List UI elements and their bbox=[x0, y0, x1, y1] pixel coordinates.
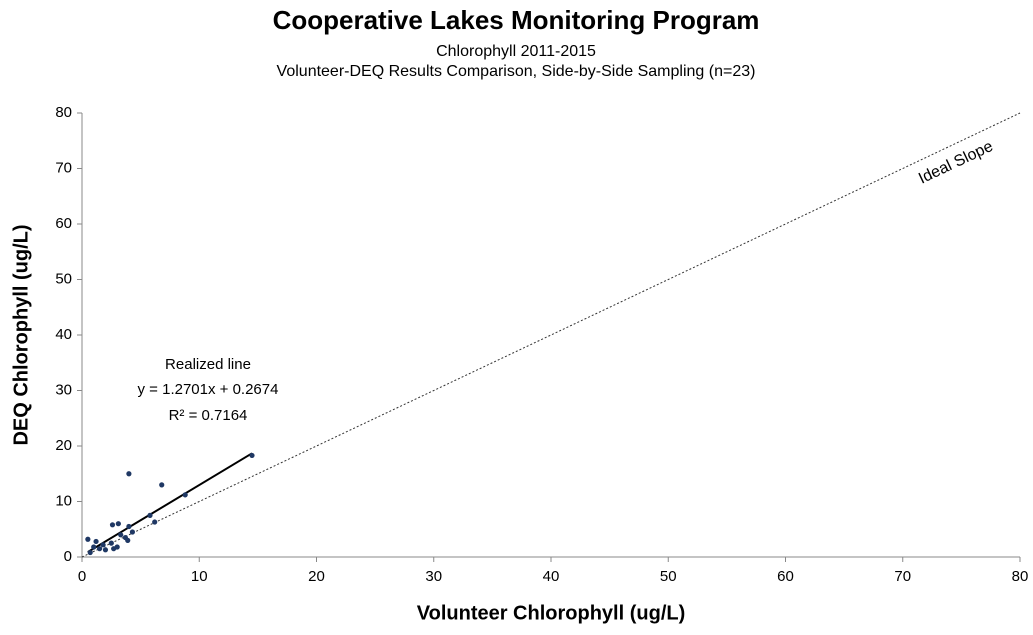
point bbox=[129, 529, 136, 535]
chart-subtitle: Chlorophyll 2011-2015 bbox=[436, 43, 596, 60]
chart-subtitle: Volunteer-DEQ Results Comparison, Side-b… bbox=[277, 63, 756, 80]
point bbox=[109, 522, 116, 528]
x-tick-label: 80 bbox=[1012, 568, 1029, 585]
point bbox=[108, 540, 114, 546]
x-tick-label: 30 bbox=[425, 568, 442, 585]
point bbox=[125, 537, 131, 543]
x-tick-label: 60 bbox=[777, 568, 794, 585]
trendline-r2: R² = 0.7164 bbox=[169, 407, 248, 424]
point bbox=[152, 519, 158, 525]
y-tick-label: 30 bbox=[55, 381, 72, 398]
y-tick-label: 80 bbox=[55, 104, 72, 121]
point bbox=[96, 546, 103, 552]
point bbox=[91, 544, 97, 550]
y-tick-label: 60 bbox=[55, 215, 72, 232]
y-tick-label: 70 bbox=[55, 159, 72, 176]
y-tick-label: 50 bbox=[55, 270, 72, 287]
point bbox=[102, 547, 109, 553]
point bbox=[85, 536, 91, 542]
point bbox=[87, 549, 93, 556]
point bbox=[147, 512, 153, 518]
x-axis-label: Volunteer Chlorophyll (ug/L) bbox=[417, 602, 686, 624]
point bbox=[93, 538, 99, 545]
chart-title: Cooperative Lakes Monitoring Program bbox=[273, 5, 760, 35]
x-tick-label: 20 bbox=[308, 568, 325, 585]
point bbox=[115, 521, 121, 527]
y-tick-label: 10 bbox=[55, 492, 72, 509]
x-tick-label: 0 bbox=[78, 568, 86, 585]
point bbox=[118, 532, 124, 538]
ideal-slope-line bbox=[81, 112, 1021, 558]
y-tick-label: 0 bbox=[64, 548, 72, 565]
y-tick-label: 20 bbox=[55, 437, 72, 454]
point bbox=[182, 492, 188, 498]
y-axis-label: DEQ Chlorophyll (ug/L) bbox=[10, 224, 32, 445]
point bbox=[100, 542, 106, 548]
trendline bbox=[87, 452, 253, 553]
x-tick-label: 50 bbox=[660, 568, 677, 585]
point bbox=[159, 482, 165, 488]
point bbox=[114, 544, 120, 550]
point bbox=[126, 471, 132, 477]
ideal-slope-label: Ideal Slope bbox=[916, 138, 996, 188]
x-tick-label: 40 bbox=[543, 568, 560, 585]
point bbox=[126, 523, 132, 530]
trendline-name: Realized line bbox=[165, 356, 251, 373]
x-tick-label: 10 bbox=[191, 568, 208, 585]
y-tick-label: 40 bbox=[55, 326, 72, 343]
trendline-equation: y = 1.2701x + 0.2674 bbox=[138, 381, 279, 398]
point bbox=[249, 452, 255, 459]
x-tick-label: 70 bbox=[894, 568, 911, 585]
